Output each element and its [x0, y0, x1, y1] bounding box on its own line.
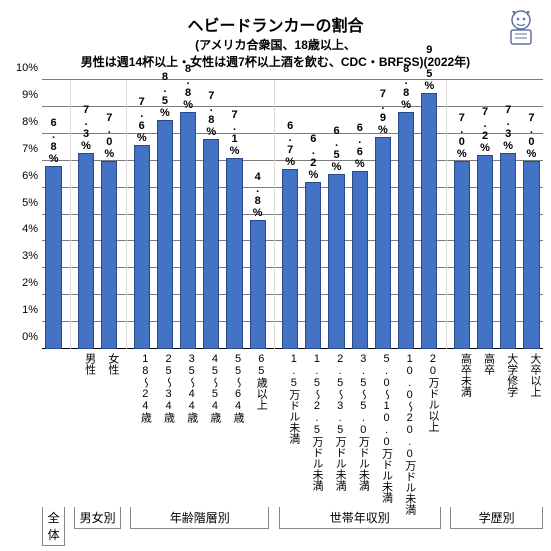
bar-value-label: 7.1%: [229, 109, 241, 159]
y-axis-label: 7%: [8, 143, 38, 155]
bar: 7.3%: [78, 153, 94, 349]
y-axis-label: 8%: [8, 116, 38, 128]
category-label: 高卒未満: [450, 349, 473, 397]
y-axis-label: 9%: [8, 89, 38, 101]
category-label: 5.0～10.0万ドル未満: [371, 349, 394, 503]
category-label: 35～44歳: [177, 349, 200, 423]
y-axis-label: 5%: [8, 197, 38, 209]
y-axis-label: 10%: [8, 62, 38, 74]
chart-area: 0%1%2%3%4%5%6%7%8%9%10%6.8%7.3%男性7.0%女性7…: [8, 80, 543, 539]
group-label: 全体: [42, 507, 65, 546]
bar: 6.7%: [282, 169, 298, 349]
bar-value-label: 7.3%: [80, 104, 92, 154]
bar: 7.9%: [375, 137, 391, 350]
category-label: [42, 349, 65, 353]
category-label: 25～34歳: [153, 349, 176, 423]
bar: 7.0%: [523, 161, 539, 349]
bar-value-label: 6.7%: [284, 120, 296, 170]
category-label: 1.5万ドル未満: [279, 349, 302, 444]
bar: 8.8%: [180, 112, 196, 349]
category-label: 大卒以上: [520, 349, 543, 397]
category-label: 20万ドル以上: [418, 349, 441, 432]
category-label: 男性: [74, 349, 97, 375]
category-label: 65歳以上: [246, 349, 269, 410]
bar: 7.6%: [134, 145, 150, 349]
bar-value-label: 9.5%: [423, 44, 435, 94]
bar-value-label: 7.0%: [525, 112, 537, 162]
y-axis-label: 3%: [8, 250, 38, 262]
chart-title-line2: (アメリカ合衆国、18歳以上、: [10, 36, 541, 53]
bar-value-label: 6.6%: [354, 122, 366, 172]
category-label: 女性: [98, 349, 121, 375]
group-separator: [70, 80, 71, 349]
bar-value-label: 8.5%: [159, 71, 171, 121]
category-label: 2.5～3.5万ドル未満: [325, 349, 348, 491]
category-label: 高卒: [473, 349, 496, 375]
group-label: 年齢階層別: [130, 507, 269, 529]
group-separator: [446, 80, 447, 349]
bar-value-label: 7.9%: [377, 88, 389, 138]
bar-value-label: 8.8%: [182, 63, 194, 113]
bar-value-label: 6.8%: [48, 117, 60, 167]
group-separator: [126, 80, 127, 349]
chart-title-block: ヘビードランカーの割合 (アメリカ合衆国、18歳以上、 男性は週14杯以上・女性…: [0, 0, 551, 74]
bar-value-label: 7.3%: [502, 104, 514, 154]
plot-area: 0%1%2%3%4%5%6%7%8%9%10%6.8%7.3%男性7.0%女性7…: [42, 80, 543, 349]
bar-value-label: 7.0%: [103, 112, 115, 162]
group-label: 学歴別: [450, 507, 543, 529]
y-axis-label: 0%: [8, 331, 38, 343]
bar: 7.1%: [226, 158, 242, 349]
bar: 4.8%: [250, 220, 266, 349]
group-label: 世帯年収別: [279, 507, 441, 529]
y-axis-label: 1%: [8, 304, 38, 316]
bar: 8.5%: [157, 120, 173, 349]
chart-title-line3: 男性は週14杯以上・女性は週7杯以上酒を飲む、CDC・BRFSS)(2022年): [10, 53, 541, 70]
bar: 7.0%: [454, 161, 470, 349]
bar-value-label: 7.8%: [205, 90, 217, 140]
group-label: 男女別: [74, 507, 120, 529]
corner-logo-icon: [501, 6, 541, 51]
y-axis-label: 6%: [8, 170, 38, 182]
category-label: 18～24歳: [130, 349, 153, 423]
bar-value-label: 7.0%: [456, 112, 468, 162]
bars-layer: 6.8%7.3%男性7.0%女性7.6%18～24歳8.5%25～34歳8.8%…: [42, 80, 543, 349]
category-label: 1.5～2.5万ドル未満: [302, 349, 325, 491]
bar: 6.5%: [328, 174, 344, 349]
bar-value-label: 6.2%: [307, 133, 319, 183]
bar: 7.3%: [500, 153, 516, 349]
bar-value-label: 7.6%: [136, 96, 148, 146]
bar: 6.8%: [45, 166, 61, 349]
bar: 7.8%: [203, 139, 219, 349]
group-separator: [274, 80, 275, 349]
category-label: 大学修学: [497, 349, 520, 397]
category-label: 3.5～5.0万ドル未満: [348, 349, 371, 491]
y-axis-label: 4%: [8, 223, 38, 235]
bar: 6.2%: [305, 182, 321, 349]
category-label: 45～54歳: [200, 349, 223, 423]
bar-value-label: 6.5%: [331, 125, 343, 175]
bar: 7.0%: [101, 161, 117, 349]
bar-value-label: 4.8%: [252, 171, 264, 221]
bar: 7.2%: [477, 155, 493, 349]
chart-title-line1: ヘビードランカーの割合: [10, 12, 541, 36]
category-label: 10.0～20.0万ドル未満: [395, 349, 418, 515]
bar: 8.8%: [398, 112, 414, 349]
bar: 9.5%: [421, 93, 437, 349]
y-axis-label: 2%: [8, 277, 38, 289]
bar: 6.6%: [352, 171, 368, 349]
bar-value-label: 8.8%: [400, 63, 412, 113]
bar-value-label: 7.2%: [479, 106, 491, 156]
category-label: 55～64歳: [223, 349, 246, 423]
